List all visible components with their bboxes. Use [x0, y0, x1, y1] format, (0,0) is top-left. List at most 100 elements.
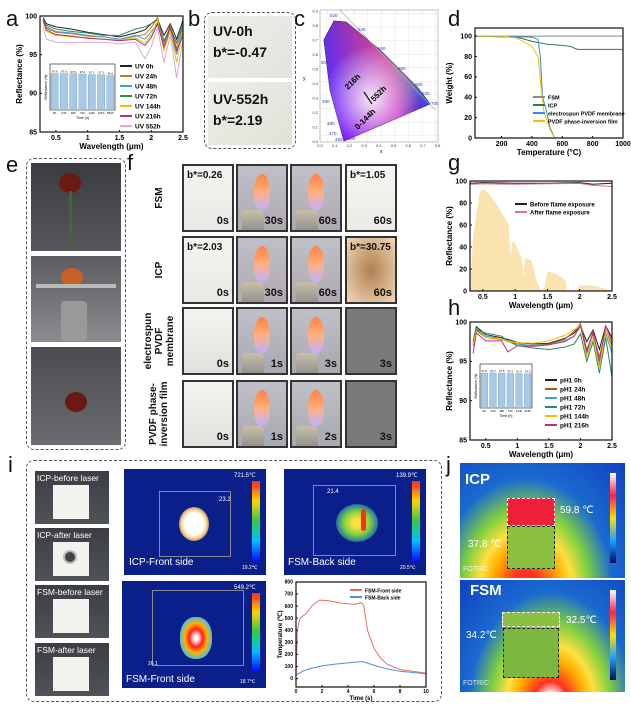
c-ytick: 0.3: [312, 96, 318, 101]
y-tick-label: 500: [285, 616, 294, 622]
c-xtick: 0.8: [435, 143, 441, 148]
time-label: 60s: [373, 287, 392, 299]
inset-bar-value: 97.6: [499, 369, 505, 373]
flame-icon: [254, 390, 270, 426]
series-line-3: [475, 35, 623, 139]
plot-frame: [469, 321, 613, 441]
rose-photo-after: [31, 347, 121, 445]
flame-photo: 0s: [182, 307, 234, 375]
inset-bar: [524, 373, 532, 409]
legend-entry: electrospun PVDF membrane: [548, 112, 625, 118]
inset-category: 0h: [483, 409, 487, 413]
thermal-j-icp: ICP 59.8 ℃ 37.8 ℃ FOTRIC: [460, 463, 625, 578]
x-tick-label: 0: [295, 689, 298, 695]
wl-600: 600: [415, 82, 423, 87]
series-line-1: [295, 661, 427, 676]
legend-entry: pH1 24h: [560, 387, 585, 394]
burner-icon: [296, 282, 318, 302]
y-tick-label: 40: [459, 244, 467, 251]
wl-580: 580: [398, 66, 406, 71]
icp-body-region: [507, 526, 555, 569]
thermal-point-value: 26.1: [148, 661, 158, 667]
thermal-label: FSM-Front side: [126, 674, 195, 685]
y-tick-label: 90: [459, 398, 467, 405]
legend-entry: UV 24h: [135, 74, 157, 81]
inset-bar: [87, 74, 96, 111]
flame-photo: 30s: [236, 164, 288, 232]
time-label: 60s: [318, 287, 337, 299]
flame-photo: b*=2.03 0s: [182, 236, 234, 304]
x-axis-label: Wavelength (μm): [509, 301, 573, 310]
c-ytick: 0.7: [312, 38, 318, 43]
thermal-label: FSM-Back side: [288, 557, 356, 568]
wl-500: 500: [321, 60, 329, 65]
wl-460: 460: [335, 137, 343, 142]
panel-label-e: e: [6, 152, 19, 177]
inset-bar: [498, 372, 506, 409]
y-tick-label: 60: [459, 222, 467, 229]
c-ytick: 0.5: [312, 67, 318, 72]
x-tick-label: 4: [347, 689, 350, 695]
c-ytick: 0.6: [312, 52, 318, 57]
inset-category: 48h: [71, 111, 76, 115]
uv-0h-photo: UV-0h b*=-0.47: [208, 16, 292, 78]
inset-xlabel: Time (h): [76, 116, 89, 120]
inset-bar-value: 96.6: [108, 72, 114, 76]
legend-entry: pH1 0h: [560, 378, 582, 385]
thermal-point-value: 23.2: [219, 497, 231, 503]
y-tick-label: 100: [455, 319, 467, 326]
inset-category: 144h: [88, 111, 95, 115]
y-tick-label: 80: [464, 54, 472, 61]
inset-bar-value: 97.3: [525, 370, 531, 374]
x-tick-label: 2: [321, 689, 324, 695]
y-tick-label: 40: [464, 95, 472, 102]
x-axis-label: Wavelength (μm): [79, 142, 143, 151]
plot-frame: [474, 27, 624, 139]
bstar-value: b*=30.75: [350, 242, 391, 253]
legend-entry: PVDF phase-inversion film: [548, 120, 618, 126]
uv-552h-label: UV-552h: [213, 91, 269, 107]
panel-b-frame: [204, 12, 296, 149]
fsm-body-region: [503, 628, 559, 678]
c-ytick: 0.0: [312, 139, 318, 144]
x-axis-label: Wavelength (μm): [509, 450, 573, 459]
flame-photo: 3s: [290, 307, 342, 375]
x-tick-label: 1.5: [544, 443, 554, 450]
series-line-4: [472, 324, 613, 370]
chart-d-tga: 200 400 600 800 1000 0 20 40 60 80 100 Temperature …: [445, 27, 631, 157]
flame-photo: 0s: [182, 380, 234, 448]
j-icp-temp-top: 59.8 ℃: [560, 505, 594, 516]
flame-icon: [308, 246, 324, 282]
y-tick-label: 85: [29, 129, 37, 136]
x-tick-label: 200: [496, 141, 508, 148]
legend-entry: pH1 144h: [560, 414, 589, 421]
y-tick-label: 600: [285, 604, 294, 610]
y-tick-label: 95: [459, 359, 467, 366]
flame-icon: [254, 174, 270, 210]
thermal-icp-front: 23.2 ICP-Front side 721.5℃ 19.2℃: [124, 469, 266, 575]
inset-bar-value: 97.4: [516, 370, 522, 374]
c-ytick: 0.4: [312, 81, 318, 86]
y-axis-label: Weight (%): [445, 62, 454, 104]
legend-entry: After flame exposure: [530, 211, 590, 217]
j-fsm-label: FSM: [470, 582, 502, 599]
inset-bar: [515, 373, 523, 409]
series-line-3: [472, 329, 613, 378]
y-axis-label: Reflectance (%): [15, 44, 24, 104]
y-tick-label: 95: [29, 52, 37, 59]
x-tick-label: 0.5: [478, 294, 488, 301]
x-tick-label: 600: [556, 141, 568, 148]
inset-category: 216h: [524, 409, 531, 413]
colorbar: [252, 593, 260, 671]
flame-photo: 1s: [236, 380, 288, 448]
burner-icon: [242, 282, 264, 302]
inset-category: 24h: [61, 111, 66, 115]
x-tick-label: 1000: [615, 141, 631, 148]
chart-g-flame-reflectance: 0.5 1 1.5 2 2.5 0 20 40 60 80 100 Wavelength (μm) Re…: [445, 178, 617, 310]
j-fsm-temp-left: 34.2℃: [466, 630, 497, 641]
inset-xlabel: Time (h): [500, 414, 513, 418]
legend-entry: UV 144h: [135, 104, 161, 111]
laser-sample-photo: FSM-after laser: [35, 643, 109, 696]
wl-540: 540: [358, 27, 366, 32]
x-tick-label: 1.5: [115, 135, 125, 142]
